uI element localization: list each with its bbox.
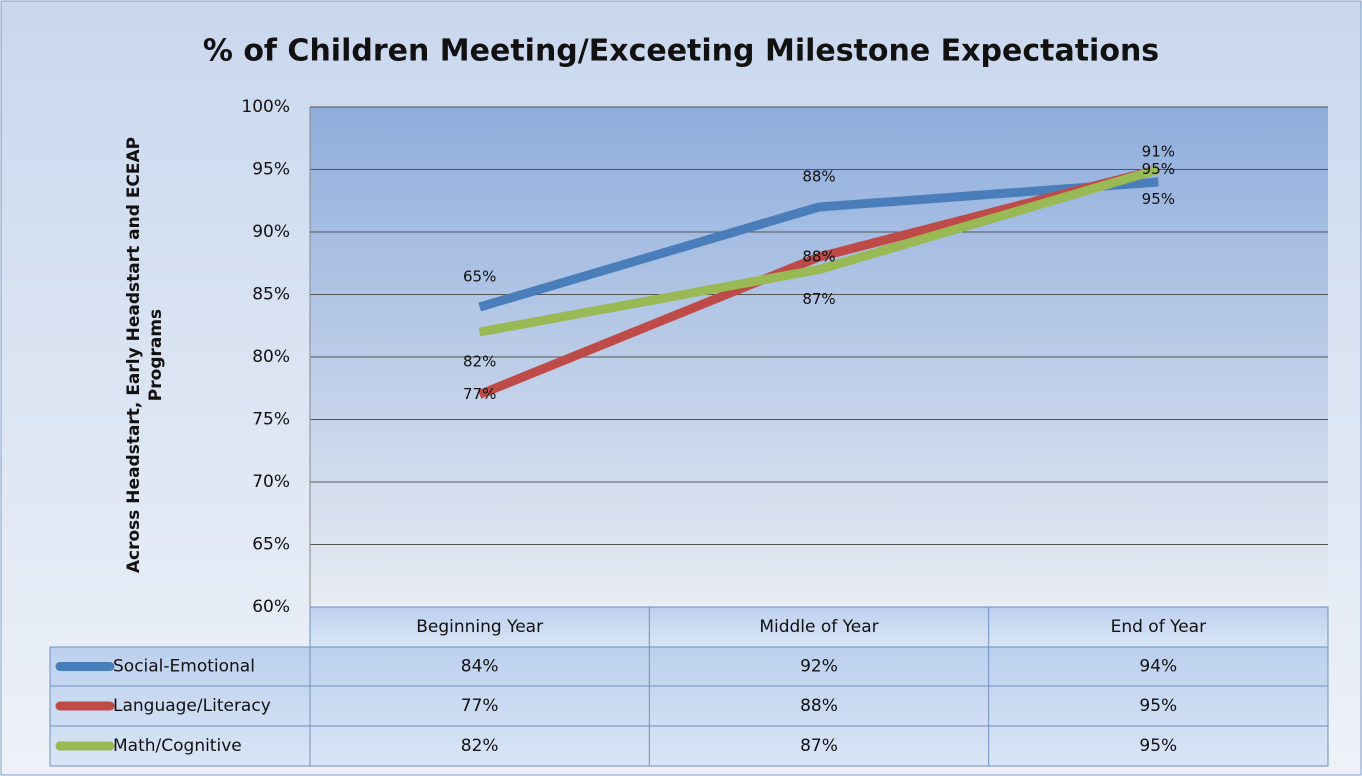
legend-label: Math/Cognitive	[113, 736, 242, 756]
table-cell: 84%	[461, 657, 499, 677]
y-tick-label: 90%	[252, 222, 290, 242]
x-tick-label: End of Year	[1111, 617, 1207, 637]
table-cell: 88%	[800, 696, 838, 716]
legend-label: Social-Emotional	[113, 657, 255, 677]
y-tick-label: 65%	[252, 535, 290, 555]
table-cell: 95%	[1139, 736, 1177, 756]
y-tick-label: 70%	[252, 472, 290, 492]
y-tick-label: 60%	[252, 597, 290, 617]
data-label: 87%	[802, 290, 835, 308]
data-label: 88%	[802, 168, 835, 186]
data-label: 82%	[463, 353, 496, 371]
y-tick-label: 75%	[252, 410, 290, 430]
y-axis-label: Across Headstart, Early Headstart and EC…	[124, 136, 166, 574]
table-cell: 95%	[1139, 696, 1177, 716]
y-tick-label: 95%	[252, 160, 290, 180]
table-cell: 94%	[1139, 657, 1177, 677]
data-label: 65%	[463, 268, 496, 286]
data-label: 91%	[1142, 143, 1175, 161]
x-tick-label: Beginning Year	[416, 617, 543, 637]
y-tick-label: 80%	[252, 347, 290, 367]
series-line	[478, 165, 1160, 337]
table-cell: 82%	[461, 736, 499, 756]
y-tick-label: 100%	[241, 97, 290, 117]
y-tick-label: 85%	[252, 285, 290, 305]
chart-title: % of Children Meeting/Exceeting Mileston…	[203, 34, 1159, 69]
table-cell: 87%	[800, 736, 838, 756]
data-label: 95%	[1142, 190, 1175, 208]
table-cell: 92%	[800, 657, 838, 677]
legend-label: Language/Literacy	[113, 696, 271, 716]
series-line	[478, 177, 1159, 312]
data-label: 88%	[802, 248, 835, 266]
data-label: 77%	[463, 385, 496, 403]
table-bg	[49, 646, 1329, 767]
data-label: 95%	[1142, 160, 1175, 178]
x-tick-label: Middle of Year	[759, 617, 878, 637]
table-cell: 77%	[461, 696, 499, 716]
